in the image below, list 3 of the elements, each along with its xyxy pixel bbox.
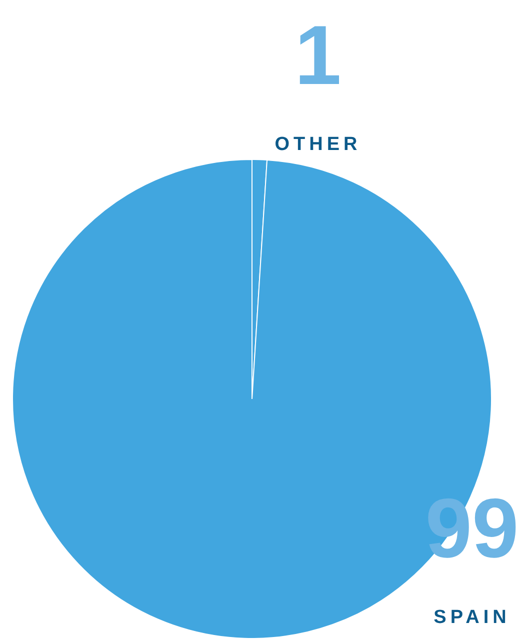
data-label: 1 xyxy=(294,8,342,102)
slice-label: OTHER xyxy=(274,134,362,156)
slice-label: SPAIN xyxy=(434,607,510,628)
